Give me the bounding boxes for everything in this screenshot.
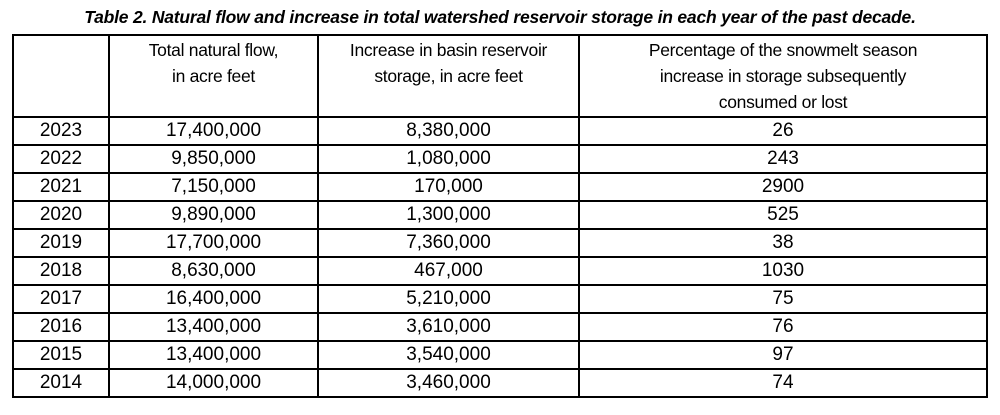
storage-increase-cell: 3,540,000	[317, 340, 580, 370]
storage-increase-cell: 3,460,000	[317, 368, 580, 398]
table-row: 2016 13,400,000 3,610,000 76	[12, 312, 988, 342]
year-cell: 2014	[12, 368, 110, 398]
header-cell-percentage-consumed: Percentage of the snowmelt season increa…	[578, 34, 988, 118]
header-line: Increase in basin reservoir	[349, 40, 548, 60]
header-cell-total-natural-flow: Total natural flow, in acre feet	[108, 34, 319, 118]
year-cell: 2016	[12, 312, 110, 342]
table-row: 2023 17,400,000 8,380,000 26	[12, 116, 988, 146]
pct-consumed-or-lost-cell: 76	[578, 312, 988, 342]
total-natural-flow-cell: 13,400,000	[108, 312, 319, 342]
total-natural-flow-cell: 16,400,000	[108, 284, 319, 314]
year-cell: 2017	[12, 284, 110, 314]
header-line: increase in storage subsequently	[659, 66, 907, 86]
header-line: storage, in acre feet	[374, 66, 523, 86]
storage-increase-cell: 7,360,000	[317, 228, 580, 258]
table-row: 2020 9,890,000 1,300,000 525	[12, 200, 988, 230]
table-row: 2021 7,150,000 170,000 2900	[12, 172, 988, 202]
total-natural-flow-cell: 13,400,000	[108, 340, 319, 370]
year-cell: 2023	[12, 116, 110, 146]
table-body: 2023 17,400,000 8,380,000 26 2022 9,850,000 1,…	[12, 116, 988, 398]
storage-increase-cell: 1,300,000	[317, 200, 580, 230]
header-line: Percentage of the snowmelt season	[648, 40, 918, 60]
storage-increase-cell: 467,000	[317, 256, 580, 286]
total-natural-flow-cell: 9,850,000	[108, 144, 319, 174]
pct-consumed-or-lost-cell: 243	[578, 144, 988, 174]
table-row: 2014 14,000,000 3,460,000 74	[12, 368, 988, 398]
pct-consumed-or-lost-cell: 1030	[578, 256, 988, 286]
storage-increase-cell: 1,080,000	[317, 144, 580, 174]
total-natural-flow-cell: 7,150,000	[108, 172, 319, 202]
header-line: consumed or lost	[718, 92, 848, 112]
pct-consumed-or-lost-cell: 75	[578, 284, 988, 314]
year-cell: 2022	[12, 144, 110, 174]
pct-consumed-or-lost-cell: 38	[578, 228, 988, 258]
table-row: 2022 9,850,000 1,080,000 243	[12, 144, 988, 174]
table-header: Total natural flow, in acre feet Increas…	[12, 34, 988, 118]
header-line: in acre feet	[172, 66, 255, 86]
total-natural-flow-cell: 17,700,000	[108, 228, 319, 258]
storage-increase-cell: 5,210,000	[317, 284, 580, 314]
table-caption: Table 2. Natural flow and increase in to…	[84, 7, 916, 27]
pct-consumed-or-lost-cell: 525	[578, 200, 988, 230]
year-cell: 2020	[12, 200, 110, 230]
header-line: Total natural flow,	[148, 40, 279, 60]
header-cell-storage-increase: Increase in basin reservoir storage, in …	[317, 34, 580, 118]
storage-increase-cell: 8,380,000	[317, 116, 580, 146]
total-natural-flow-cell: 9,890,000	[108, 200, 319, 230]
year-cell: 2019	[12, 228, 110, 258]
total-natural-flow-cell: 17,400,000	[108, 116, 319, 146]
table-row: 2017 16,400,000 5,210,000 75	[12, 284, 988, 314]
pct-consumed-or-lost-cell: 26	[578, 116, 988, 146]
watershed-storage-table: Total natural flow, in acre feet Increas…	[12, 34, 988, 398]
storage-increase-cell: 3,610,000	[317, 312, 580, 342]
year-cell: 2021	[12, 172, 110, 202]
table-row: 2019 17,700,000 7,360,000 38	[12, 228, 988, 258]
table-row: 2018 8,630,000 467,000 1030	[12, 256, 988, 286]
header-cell-year	[12, 34, 110, 118]
year-cell: 2015	[12, 340, 110, 370]
total-natural-flow-cell: 14,000,000	[108, 368, 319, 398]
pct-consumed-or-lost-cell: 74	[578, 368, 988, 398]
header-row: Total natural flow, in acre feet Increas…	[12, 34, 988, 118]
pct-consumed-or-lost-cell: 2900	[578, 172, 988, 202]
year-cell: 2018	[12, 256, 110, 286]
table-row: 2015 13,400,000 3,540,000 97	[12, 340, 988, 370]
pct-consumed-or-lost-cell: 97	[578, 340, 988, 370]
storage-increase-cell: 170,000	[317, 172, 580, 202]
total-natural-flow-cell: 8,630,000	[108, 256, 319, 286]
